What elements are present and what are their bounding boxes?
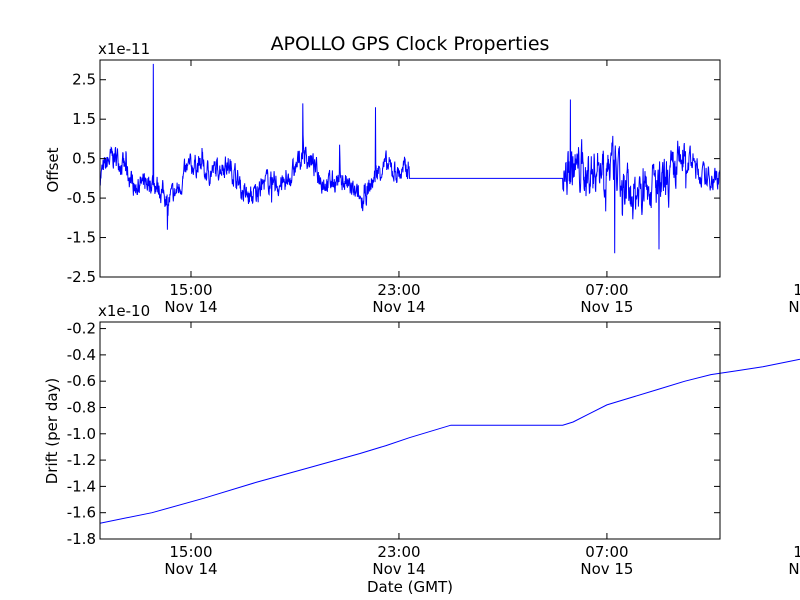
offset-xtick-date: Nov 14 [164,298,217,316]
offset-xtick-date: Nov 15 [580,298,633,316]
drift-ytick-label: -1.8 [67,530,96,548]
offset-series-line [99,63,721,254]
drift-xtick-date: Nov 15 [788,560,800,578]
drift-ytick-label: -0.2 [67,320,96,338]
offset-ylabel: Offset [44,147,62,192]
offset-ytick-label: 2.5 [72,71,96,89]
offset-scale-note: x1e-11 [98,40,150,58]
drift-xtick-date: Nov 15 [580,560,633,578]
drift-ytick-label: -0.8 [67,398,96,416]
drift-panel: x1e-10 Drift (per day) -1.8 -1.6 -1.4 -1.2 -… [43,302,800,596]
drift-xtick-time: 15:00 [169,543,212,561]
drift-ytick-label: -0.6 [67,372,96,390]
offset-ytick-label: 0.5 [72,150,96,168]
offset-ytick-label: -2.5 [67,268,96,286]
drift-xtick-time: 23:00 [377,543,420,561]
x-axis-label: Date (GMT) [367,578,453,596]
drift-ytick-label: -1.4 [67,477,96,495]
drift-xtick-time: 15:00 [793,543,800,561]
drift-xtick-date: Nov 14 [164,560,217,578]
drift-ylabel: Drift (per day) [43,378,61,485]
drift-ytick-label: -1.0 [67,425,96,443]
offset-xtick-time: 15:00 [793,281,800,299]
drift-ytick-label: -0.4 [67,346,96,364]
drift-ytick-label: -1.6 [67,504,96,522]
offset-axes-frame [99,59,721,278]
offset-ytick-label: 1.5 [72,110,96,128]
offset-xtick-time: 15:00 [169,281,212,299]
drift-axes-frame [99,321,721,540]
drift-series-line [99,358,800,524]
offset-xtick-time: 23:00 [377,281,420,299]
drift-scale-note: x1e-10 [98,302,150,320]
drift-xtick-date: Nov 14 [372,560,425,578]
drift-ytick-label: -1.2 [67,451,96,469]
offset-ytick-label: -0.5 [67,189,96,207]
offset-xtick-date: Nov 15 [788,298,800,316]
chart-title: APOLLO GPS Clock Properties [271,33,550,55]
offset-panel: x1e-11 Offset -2.5 -1.5 -0.5 0.5 1.5 2.5 15:0… [44,40,800,316]
offset-ytick-label: -1.5 [67,229,96,247]
offset-xtick-time: 07:00 [585,281,628,299]
drift-xtick-time: 07:00 [585,543,628,561]
offset-xtick-date: Nov 14 [372,298,425,316]
